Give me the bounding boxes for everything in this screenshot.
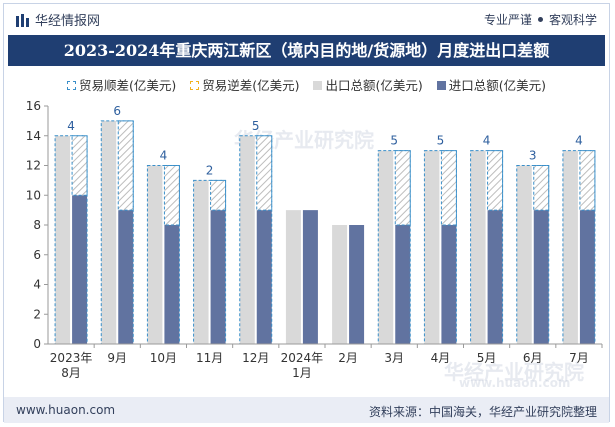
surplus-bar [487, 150, 504, 211]
surplus-data-label: 5 [437, 134, 445, 148]
bar-chart: 4 6 4 2 5 5 5 4 3 4 0 2 4 6 8 10 12 14 16 2023年 8月 9月 10月 11月… [26, 99, 603, 380]
surplus-bar [256, 135, 273, 211]
export-bar [424, 150, 440, 344]
y-tick-label: 10 [26, 188, 41, 202]
legend-item-surplus[interactable]: 贸易顺差(亿美元) [66, 75, 177, 94]
x-tick-label: 12月 [242, 351, 269, 365]
surplus-bar [579, 150, 596, 211]
surplus-bar [71, 135, 88, 196]
surplus-data-label: 6 [113, 104, 121, 118]
bars: 4 6 4 2 5 5 5 4 3 4 [54, 104, 596, 345]
import-bar [118, 210, 134, 344]
y-tick-label: 6 [33, 248, 41, 262]
surplus-data-label: 5 [390, 134, 398, 148]
x-axis: 2023年 8月 9月 10月 11月 12月 2024年 1月 2月 3月 4月 5月 6月 7月 [48, 343, 603, 380]
import-bar [256, 210, 272, 344]
legend-item-deficit[interactable]: 贸易逆差(亿美元) [190, 75, 300, 94]
top-bar: 华经情报网 专业严谨 客观科学 [4, 4, 609, 34]
export-bar [101, 120, 117, 344]
x-tick-label: 6月 [523, 351, 543, 365]
legend-item-export[interactable]: 出口总额(亿美元) [313, 75, 423, 94]
import-bar [302, 210, 318, 344]
export-bar [332, 225, 348, 344]
footer: www.huaon.com 资料来源：中国海关，华经产业研究院整理 [4, 397, 609, 423]
separator-dot-icon [537, 17, 543, 22]
brand[interactable]: 华经情报网 [16, 10, 100, 29]
footer-site[interactable]: www.huaon.com [16, 403, 116, 417]
y-tick-label: 4 [33, 278, 41, 292]
x-tick-label: 9月 [107, 351, 127, 365]
brand-name: 华经情报网 [35, 14, 101, 29]
x-tick-label: 2024年 1月 [281, 351, 324, 380]
legend-item-import[interactable]: 进口总额(亿美元) [436, 75, 546, 94]
import-bar [72, 195, 88, 344]
tagline-left: 专业严谨 [483, 13, 532, 27]
y-tick-label: 8 [33, 218, 41, 232]
tagline: 专业严谨 客观科学 [484, 11, 597, 28]
import-bar [210, 210, 226, 344]
surplus-bar [210, 179, 227, 211]
x-tick-label: 5月 [477, 351, 497, 365]
import-bar [164, 225, 180, 344]
import-bar [349, 225, 365, 344]
x-tick-label: 4月 [431, 351, 451, 365]
y-tick-label: 0 [33, 337, 41, 351]
import-bar [487, 210, 503, 344]
legend-swatch-deficit [190, 81, 200, 90]
export-bar [285, 210, 301, 344]
export-bar [516, 165, 532, 344]
y-tick-label: 12 [26, 159, 41, 173]
surplus-bar [533, 165, 550, 211]
legend-swatch-export [313, 81, 323, 90]
export-bar [193, 180, 209, 344]
surplus-bar [440, 150, 457, 226]
import-bar [533, 210, 549, 344]
y-tick-label: 2 [33, 307, 41, 321]
surplus-bar [394, 150, 411, 226]
tagline-right: 客观科学 [548, 13, 597, 27]
legend-swatch-surplus [66, 81, 76, 90]
x-tick-label: 2月 [338, 351, 358, 365]
x-tick-label: 10月 [150, 351, 177, 365]
x-tick-label: 7月 [569, 351, 589, 365]
legend-label-surplus: 贸易顺差(亿美元) [78, 78, 177, 93]
surplus-data-label: 2 [206, 163, 214, 177]
surplus-data-label: 4 [67, 119, 75, 133]
x-tick-label: 2023年 8月 [50, 351, 93, 380]
chart-frame: 华经情报网 专业严谨 客观科学 2023-2024年重庆两江新区（境内目的地/货源… [3, 3, 610, 423]
export-bar [378, 150, 394, 344]
legend-label-deficit: 贸易逆差(亿美元) [202, 78, 300, 93]
export-bar [239, 135, 255, 344]
export-bar [470, 150, 486, 344]
chart-title: 2023-2024年重庆两江新区（境内目的地/货源地）月度进出口差额 [8, 35, 605, 66]
x-tick-label: 11月 [196, 351, 223, 365]
brand-logo-icon [16, 14, 29, 27]
surplus-data-label: 3 [529, 149, 537, 163]
surplus-data-label: 5 [252, 119, 260, 133]
legend-label-export: 出口总额(亿美元) [325, 78, 423, 93]
y-tick-label: 14 [26, 129, 41, 143]
export-bar [562, 150, 578, 344]
surplus-data-label: 4 [160, 149, 168, 163]
x-tick-label: 3月 [384, 351, 404, 365]
surplus-bar [117, 120, 134, 211]
legend: 贸易顺差(亿美元) 贸易逆差(亿美元) 出口总额(亿美元) 进口总额(亿美元) [4, 75, 609, 94]
import-bar [441, 225, 457, 344]
legend-label-import: 进口总额(亿美元) [448, 78, 546, 93]
y-tick-label: 16 [26, 99, 41, 113]
surplus-data-label: 4 [483, 134, 491, 148]
y-axis: 0 2 4 6 8 10 12 14 16 [26, 99, 49, 351]
footer-source: 资料来源：中国海关，华经产业研究院整理 [368, 405, 597, 419]
legend-swatch-import [436, 81, 446, 90]
export-bar [147, 165, 163, 344]
export-bar [55, 135, 71, 344]
import-bar [579, 210, 595, 344]
import-bar [395, 225, 411, 344]
surplus-bar [163, 165, 180, 226]
surplus-data-label: 4 [575, 134, 583, 148]
